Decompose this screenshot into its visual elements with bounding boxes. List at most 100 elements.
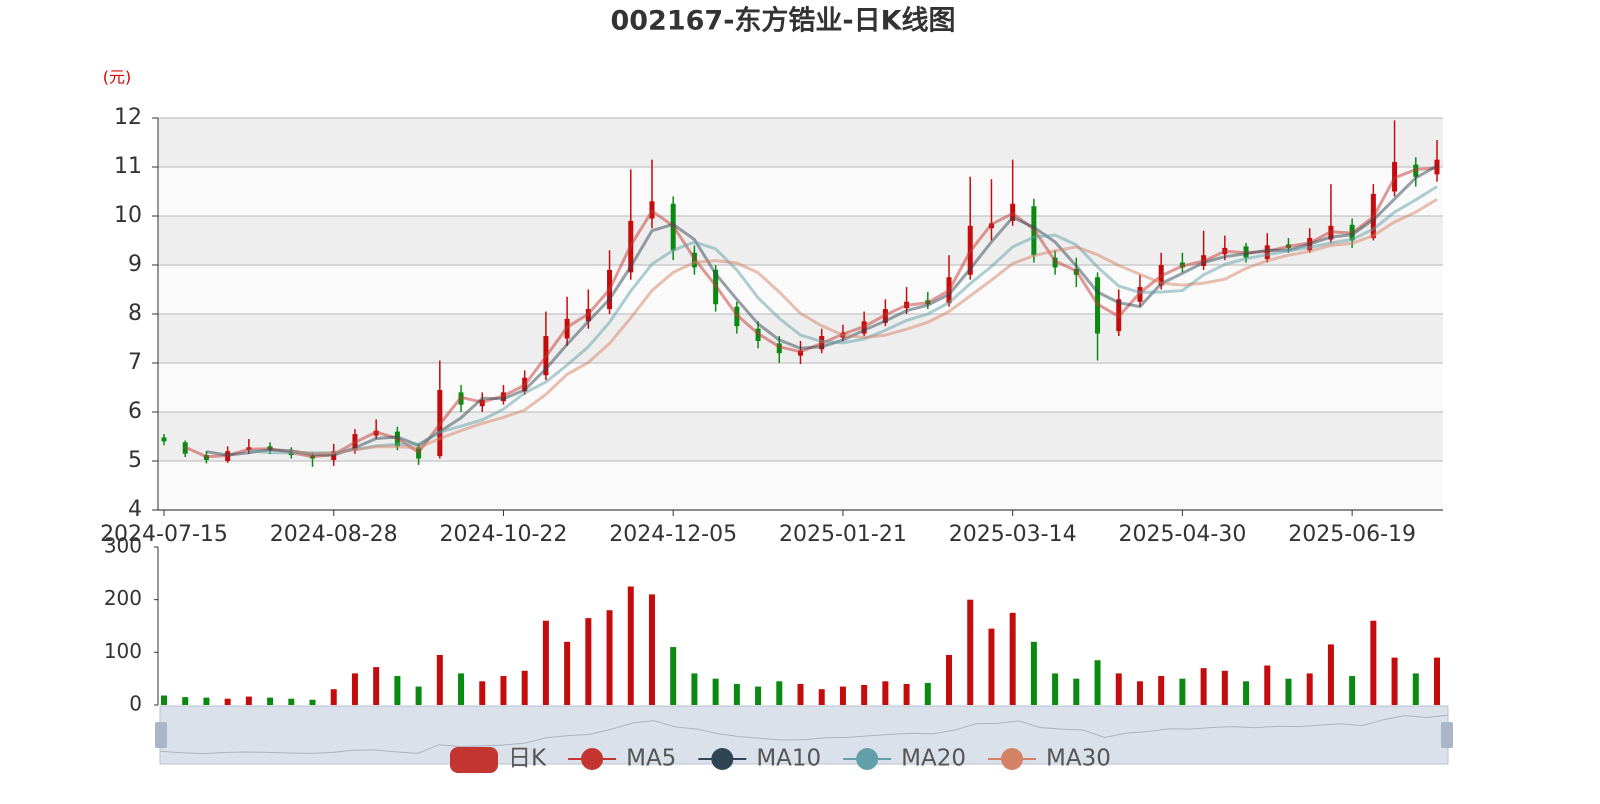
- volume-bar: [776, 681, 783, 705]
- x-tick-label: 2025-01-21: [779, 522, 907, 547]
- volume-bar: [1009, 612, 1016, 705]
- candle-body: [798, 350, 803, 356]
- volume-bar: [1243, 681, 1250, 705]
- volume-bar: [1434, 657, 1440, 705]
- volume-bar: [1306, 673, 1313, 705]
- grid-band: [158, 461, 1443, 510]
- volume-bar: [946, 654, 953, 705]
- volume-bar: [1158, 676, 1165, 705]
- volume-bar: [1073, 678, 1080, 705]
- legend-label: MA5: [626, 746, 676, 772]
- volume-bar: [309, 699, 316, 705]
- volume-bar: [458, 673, 465, 705]
- x-tick-label: 2024-10-22: [440, 522, 568, 547]
- volume-tick-label: 200: [104, 586, 142, 610]
- legend-icon: [450, 747, 498, 773]
- legend-label: MA30: [1046, 746, 1111, 772]
- legend-label: 日K: [508, 746, 547, 772]
- volume-bar: [606, 610, 613, 705]
- volume-bar: [1221, 670, 1228, 705]
- volume-bar: [479, 681, 486, 705]
- ma-line: [291, 198, 1438, 456]
- y-tick-label: 11: [114, 154, 142, 179]
- volume-bar: [1391, 657, 1398, 705]
- volume-bar: [1370, 620, 1377, 705]
- y-tick-label: 6: [128, 399, 142, 424]
- volume-bar: [564, 641, 571, 705]
- volume-tick-label: 300: [104, 534, 142, 558]
- volume-bar: [648, 594, 655, 705]
- legend-item[interactable]: MA10: [698, 746, 821, 772]
- volume-bar: [627, 586, 634, 705]
- volume-bar: [161, 695, 167, 705]
- ma-line: [248, 185, 1438, 455]
- volume-bar: [1412, 673, 1419, 705]
- volume-bar: [670, 647, 677, 705]
- volume-bar: [1285, 678, 1292, 705]
- volume-tick-label: 0: [129, 692, 142, 716]
- volume-bar: [967, 599, 974, 705]
- volume-bar: [415, 686, 422, 705]
- zoom-handle-right[interactable]: [1441, 722, 1453, 748]
- grid-band: [158, 363, 1443, 412]
- volume-bar: [1094, 660, 1101, 705]
- volume-bar: [733, 683, 740, 705]
- y-tick-label: 4: [128, 497, 142, 522]
- legend-icon: [856, 748, 879, 770]
- plot-layer: 4 5 6 7 8 9 10 11 12 2024-07-15 2024-08-28 2024-10-…: [100, 105, 1443, 716]
- volume-bar: [755, 686, 762, 705]
- candle-body: [161, 437, 167, 442]
- volume-bar: [521, 670, 528, 705]
- zoom-handle-left[interactable]: [155, 722, 167, 748]
- volume-bar: [394, 676, 401, 705]
- volume-bar: [500, 676, 507, 705]
- x-tick-label: 2024-12-05: [609, 522, 737, 547]
- volume-bar: [1349, 676, 1356, 705]
- y-tick-label: 5: [128, 448, 142, 473]
- legend-item[interactable]: MA5: [568, 746, 676, 772]
- y-tick-label: 8: [128, 301, 142, 326]
- volume-bar: [330, 689, 337, 705]
- grid-band: [158, 118, 1443, 167]
- x-tick-label: 2025-04-30: [1118, 522, 1246, 547]
- ma-line: [206, 164, 1438, 457]
- grid-band: [158, 412, 1443, 461]
- volume-bar: [691, 673, 698, 705]
- volume-bar: [882, 681, 889, 705]
- volume-bar: [1030, 641, 1037, 705]
- volume-bar: [373, 667, 380, 705]
- zoom-preview: [159, 714, 1449, 755]
- legend-icon: [581, 748, 604, 770]
- chart-title: 002167-东方锆业-日K线图: [610, 5, 955, 37]
- zoom-slider[interactable]: [159, 705, 1449, 765]
- legend: 日K MA5 MA10 MA20 MA30: [450, 746, 1111, 774]
- volume-bar: [1179, 678, 1186, 705]
- zoom-preview-line: [159, 714, 1449, 755]
- volume-bar: [436, 654, 443, 705]
- volume-bar: [1327, 644, 1334, 705]
- x-tick-label: 2025-06-19: [1288, 522, 1416, 547]
- y-tick-label: 10: [114, 203, 142, 228]
- legend-item[interactable]: MA20: [843, 746, 966, 772]
- volume-bar: [203, 697, 210, 705]
- volume-bar: [585, 618, 592, 705]
- volume-bar: [903, 683, 910, 705]
- volume-bar: [797, 683, 804, 705]
- legend-item[interactable]: 日K: [450, 746, 547, 774]
- volume-bar: [712, 678, 719, 705]
- plot-bands: [158, 118, 1443, 510]
- legend-icon: [711, 748, 734, 770]
- volume-bar: [839, 686, 846, 705]
- volume-bar: [1264, 665, 1271, 705]
- volume-bar: [351, 673, 358, 705]
- volume-bar: [861, 684, 868, 705]
- legend-item[interactable]: MA30: [988, 746, 1111, 772]
- x-tick-label: 2025-03-14: [949, 522, 1077, 547]
- volume-bar: [542, 620, 549, 705]
- volume-bar: [1136, 681, 1143, 705]
- volume-bar: [1052, 673, 1059, 705]
- legend-label: MA20: [901, 746, 966, 772]
- volume-bar: [182, 697, 189, 705]
- y-tick-label: 9: [128, 252, 142, 277]
